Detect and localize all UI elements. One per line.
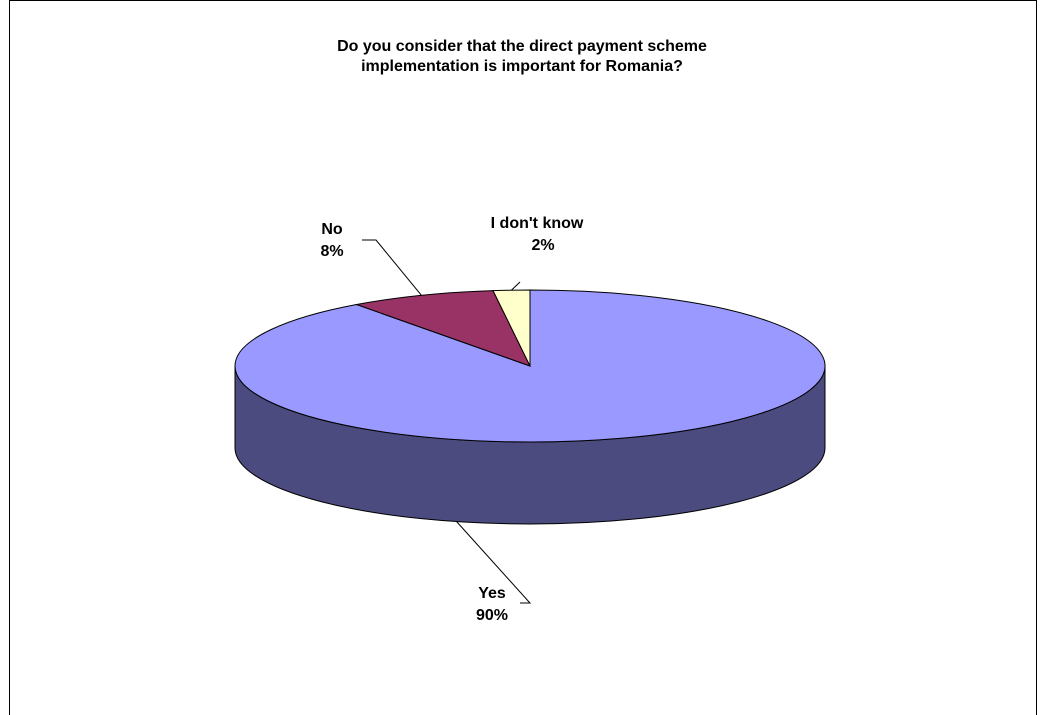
chart-title-line-2: implementation is important for Romania? (361, 58, 683, 75)
slice-label-yes: Yes (478, 585, 506, 602)
pie-slice-no (354, 290, 531, 367)
slice-value-i-don-t-know: 2% (531, 237, 554, 254)
chart-title: Do you consider that the direct payment … (0, 37, 1044, 77)
leader-line-yes (456, 521, 532, 604)
slice-label-no: No (321, 221, 343, 238)
slice-value-yes: 90% (476, 607, 508, 624)
slice-label-i-don-t-know: I don't know (491, 215, 584, 232)
leader-line-no (362, 239, 422, 296)
leader-line-i-don-t-know (511, 281, 521, 291)
slice-value-no: 8% (320, 243, 343, 260)
chart-title-line-1: Do you consider that the direct payment … (337, 38, 707, 55)
